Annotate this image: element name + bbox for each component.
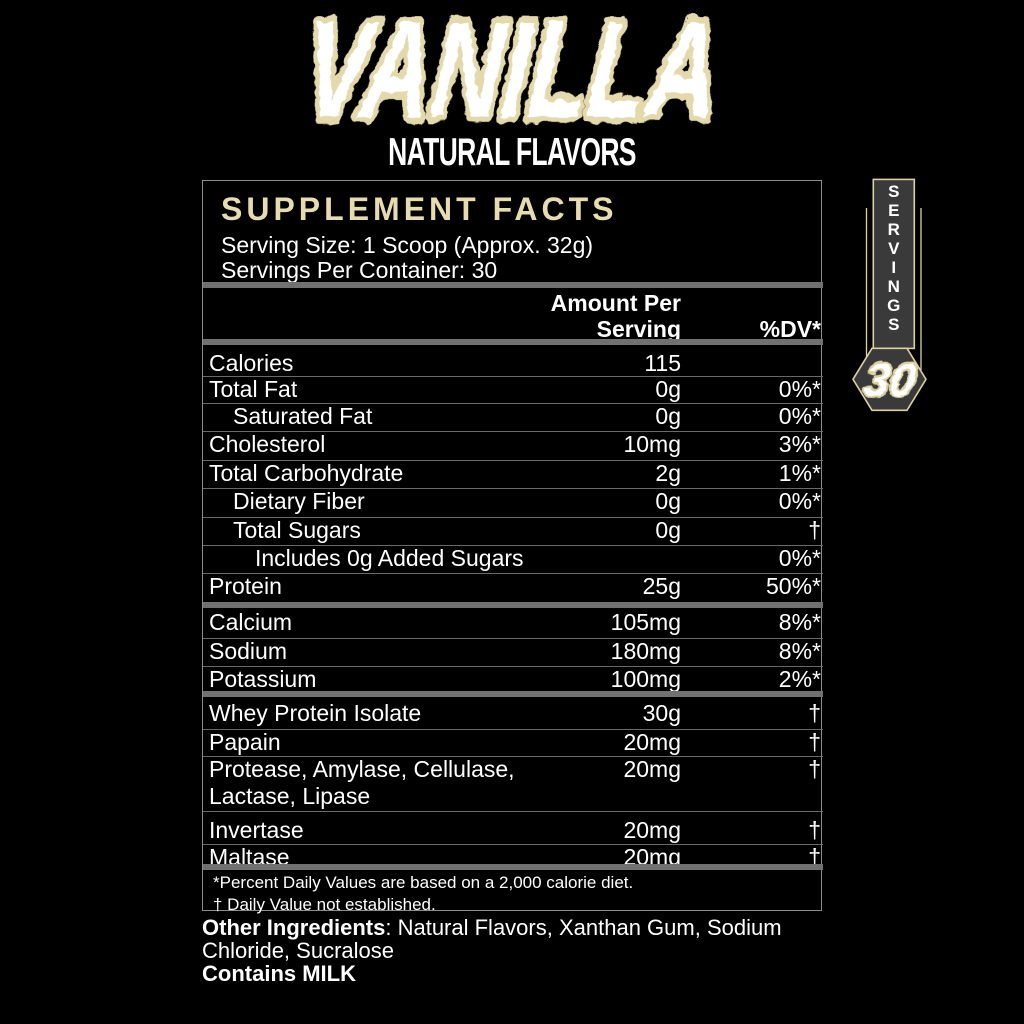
svg-text:G: G xyxy=(887,296,900,315)
svg-text:30: 30 xyxy=(860,353,919,405)
svg-text:VANILLA: VANILLA xyxy=(296,0,724,144)
svg-text:E: E xyxy=(888,201,899,220)
svg-text:N: N xyxy=(888,277,900,296)
svg-text:I: I xyxy=(891,258,896,277)
svg-text:V: V xyxy=(888,239,900,258)
svg-text:R: R xyxy=(888,220,900,239)
svg-text:S: S xyxy=(888,315,899,334)
svg-text:S: S xyxy=(888,182,899,201)
